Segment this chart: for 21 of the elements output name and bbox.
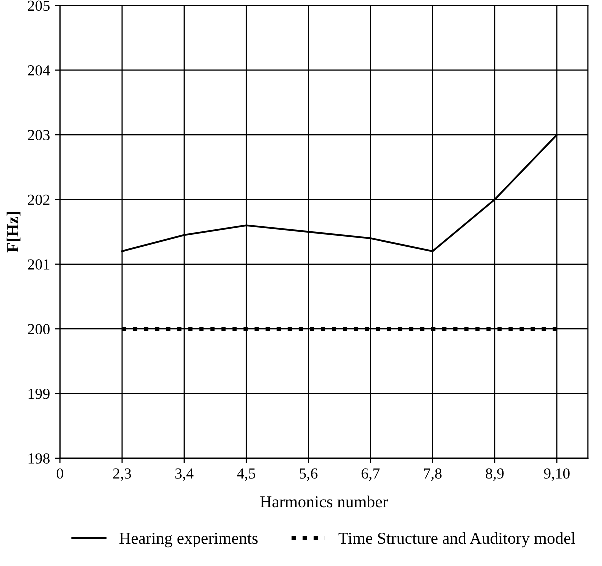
x-tick-label: 2,3 xyxy=(113,468,132,482)
x-tick-label: 6,7 xyxy=(362,468,380,482)
y-tick-label: 202 xyxy=(28,194,50,206)
x-tick-label: 4,5 xyxy=(237,468,256,482)
x-tick-label: 3,4 xyxy=(176,468,194,482)
x-tick-label: 9,10 xyxy=(544,468,570,482)
x-tick-label: 0 xyxy=(56,468,64,479)
y-tick-label: 201 xyxy=(28,260,50,270)
y-axis-title: F[Hz] xyxy=(6,212,21,253)
legend-label: Time Structure and Auditory model xyxy=(338,532,576,548)
x-tick-label: 5,6 xyxy=(300,468,318,482)
y-tick-label: 205 xyxy=(28,0,50,12)
y-tick-label: 203 xyxy=(28,130,50,140)
y-tick-label: 199 xyxy=(28,388,50,400)
y-tick-label: 198 xyxy=(28,454,50,464)
legend-label: Hearing experiments xyxy=(120,532,258,548)
x-tick-label: 8,9 xyxy=(486,468,504,482)
y-tick-label: 204 xyxy=(28,65,50,76)
x-tick-label: 7,8 xyxy=(424,468,442,482)
y-tick-label: 200 xyxy=(28,324,50,335)
x-axis-title: Harmonics number xyxy=(260,496,388,508)
